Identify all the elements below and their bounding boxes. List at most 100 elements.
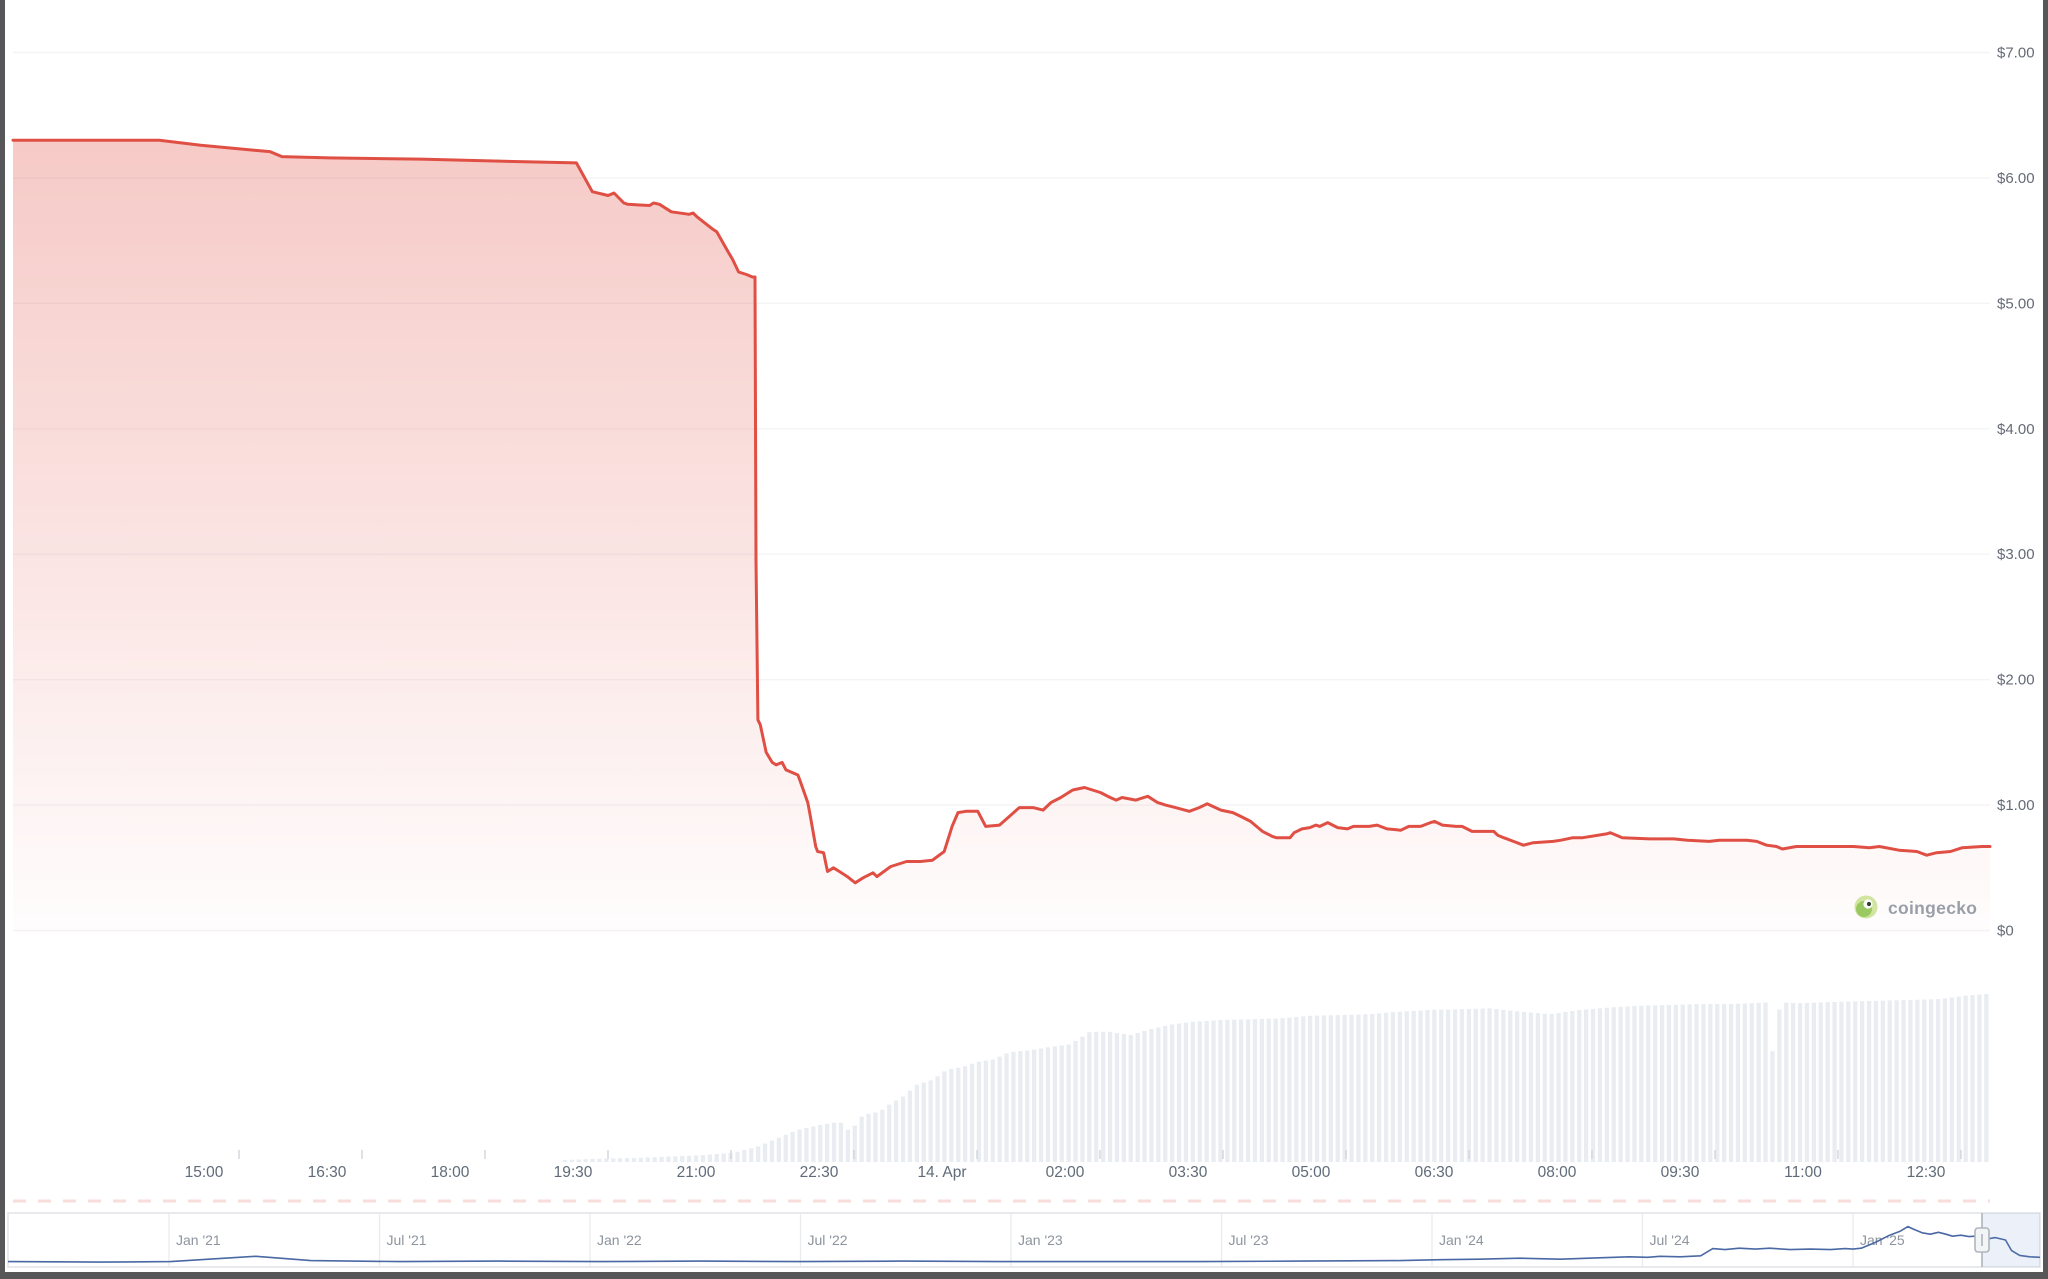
- volume-bar: [818, 1125, 823, 1162]
- volume-bar: [735, 1151, 740, 1162]
- price-area-fill: [13, 140, 1990, 933]
- x-tick-label: 11:00: [1784, 1164, 1822, 1181]
- x-tick-label: 15:00: [185, 1164, 224, 1181]
- volume-bar: [611, 1158, 616, 1162]
- volume-bar: [1101, 1031, 1106, 1162]
- volume-bar: [1301, 1016, 1306, 1162]
- volume-bar: [1452, 1009, 1458, 1162]
- volume-bar: [1570, 1011, 1575, 1162]
- volume-bar: [1018, 1051, 1023, 1162]
- volume-bar: [1459, 1009, 1465, 1162]
- volume-bar: [1811, 1002, 1816, 1162]
- volume-bar: [963, 1066, 968, 1162]
- volume-bar: [1377, 1013, 1382, 1162]
- navigator-tick-label: Jul '24: [1650, 1232, 1690, 1248]
- volume-bar: [1597, 1008, 1603, 1162]
- volume-bar: [624, 1158, 630, 1162]
- volume-bar: [1625, 1006, 1630, 1162]
- volume-bar: [569, 1159, 574, 1162]
- volume-bar: [1107, 1031, 1113, 1162]
- volume-bar: [1542, 1013, 1547, 1162]
- volume-bar: [590, 1158, 595, 1162]
- volume-bar: [1756, 1002, 1761, 1162]
- volume-bar: [1984, 994, 1989, 1162]
- x-tick-label: 08:00: [1538, 1164, 1577, 1181]
- volume-bar: [1722, 1004, 1727, 1162]
- x-axis: 15:00 16:30 18:00 19:30 21:00 22:30 14. Apr 02:…: [185, 1150, 1962, 1181]
- volume-bar: [1777, 1009, 1782, 1162]
- volume-bar: [1894, 1000, 1899, 1162]
- volume-bar: [1715, 1004, 1720, 1162]
- volume-bar: [756, 1146, 761, 1162]
- volume-bar: [1011, 1051, 1016, 1162]
- gecko-icon-pupil: [1866, 901, 1872, 907]
- volume-bar: [1425, 1010, 1430, 1162]
- watermark-text: coingecko: [1888, 898, 1977, 918]
- volume-bar: [1784, 1002, 1789, 1162]
- navigator-handle-icon[interactable]: [1974, 1227, 1990, 1253]
- volume-bar: [1735, 1003, 1741, 1162]
- volume-bar: [1073, 1040, 1078, 1162]
- volume-bar: [1577, 1010, 1582, 1162]
- volume-bar: [1935, 999, 1941, 1162]
- volume-bar: [1045, 1047, 1051, 1162]
- volume-bar: [1163, 1025, 1168, 1162]
- volume-bar: [1038, 1048, 1044, 1162]
- volume-bar: [1446, 1009, 1451, 1162]
- volume-bar: [1584, 1009, 1589, 1162]
- volume-bar: [618, 1158, 623, 1162]
- x-tick-label: 12:30: [1907, 1164, 1946, 1181]
- volume-bar: [1156, 1027, 1161, 1162]
- volume-bar: [1342, 1014, 1347, 1162]
- navigator-frame: [7, 1212, 2041, 1268]
- navigator-sparkline: [7, 1225, 2041, 1263]
- navigator-tick-label: Jul '22: [808, 1232, 848, 1248]
- volume-bar: [1439, 1009, 1444, 1162]
- volume-bar: [1521, 1012, 1527, 1162]
- volume-bar: [1466, 1008, 1471, 1162]
- volume-bar: [1204, 1020, 1209, 1162]
- volume-bar: [804, 1128, 809, 1162]
- volume-bar: [921, 1082, 926, 1162]
- volume-bar: [1487, 1008, 1492, 1162]
- x-tick-label: 02:00: [1046, 1164, 1085, 1181]
- volume-bar: [769, 1140, 775, 1162]
- volume-bar: [1535, 1013, 1540, 1162]
- volume-bar: [1170, 1024, 1175, 1162]
- volume-bar: [1294, 1017, 1299, 1162]
- volume-bar: [1908, 999, 1913, 1162]
- price-line: [11, 138, 1992, 885]
- volume-bar: [887, 1104, 892, 1162]
- volume-bars: [562, 994, 1989, 1162]
- volume-bar: [914, 1084, 919, 1162]
- y-tick-label: $2.00: [1997, 672, 2035, 689]
- x-tick-label: 18:00: [431, 1164, 470, 1181]
- x-tick-label: 09:30: [1661, 1164, 1700, 1181]
- x-tick-label: 05:00: [1292, 1164, 1331, 1181]
- volume-bar: [1611, 1007, 1616, 1162]
- y-axis-labels: $7.00 $6.00 $5.00 $4.00 $3.00 $2.00 $1.00 $0: [1997, 44, 2035, 939]
- volume-bar: [1183, 1022, 1189, 1162]
- volume-bar: [1252, 1019, 1258, 1162]
- volume-bar: [797, 1129, 802, 1162]
- volume-bar: [866, 1113, 871, 1162]
- navigator-tick-label: Jan '21: [176, 1232, 221, 1248]
- volume-bar: [562, 1160, 568, 1162]
- volume-bar: [666, 1156, 671, 1162]
- volume-bar: [1728, 1004, 1734, 1162]
- range-navigator[interactable]: Jan '21 Jul '21 Jan '22 Jul '22 Jan '23 Jul '…: [7, 1212, 2041, 1268]
- x-tick-label: 19:30: [554, 1164, 593, 1181]
- volume-bar: [825, 1123, 830, 1162]
- y-tick-label: $7.00: [1997, 44, 2035, 61]
- volume-bar: [1791, 1003, 1796, 1162]
- volume-bar: [1197, 1021, 1202, 1162]
- volume-bar: [942, 1071, 947, 1162]
- volume-bar: [1059, 1045, 1064, 1162]
- volume-bar: [1563, 1012, 1568, 1162]
- navigator-selected-range[interactable]: [1982, 1213, 2040, 1267]
- volume-bar: [1004, 1053, 1009, 1162]
- coingecko-watermark: coingecko: [1854, 895, 1977, 919]
- volume-bar: [845, 1129, 850, 1162]
- volume-bar: [1528, 1012, 1534, 1162]
- navigator-tick-label: Jul '21: [387, 1232, 427, 1248]
